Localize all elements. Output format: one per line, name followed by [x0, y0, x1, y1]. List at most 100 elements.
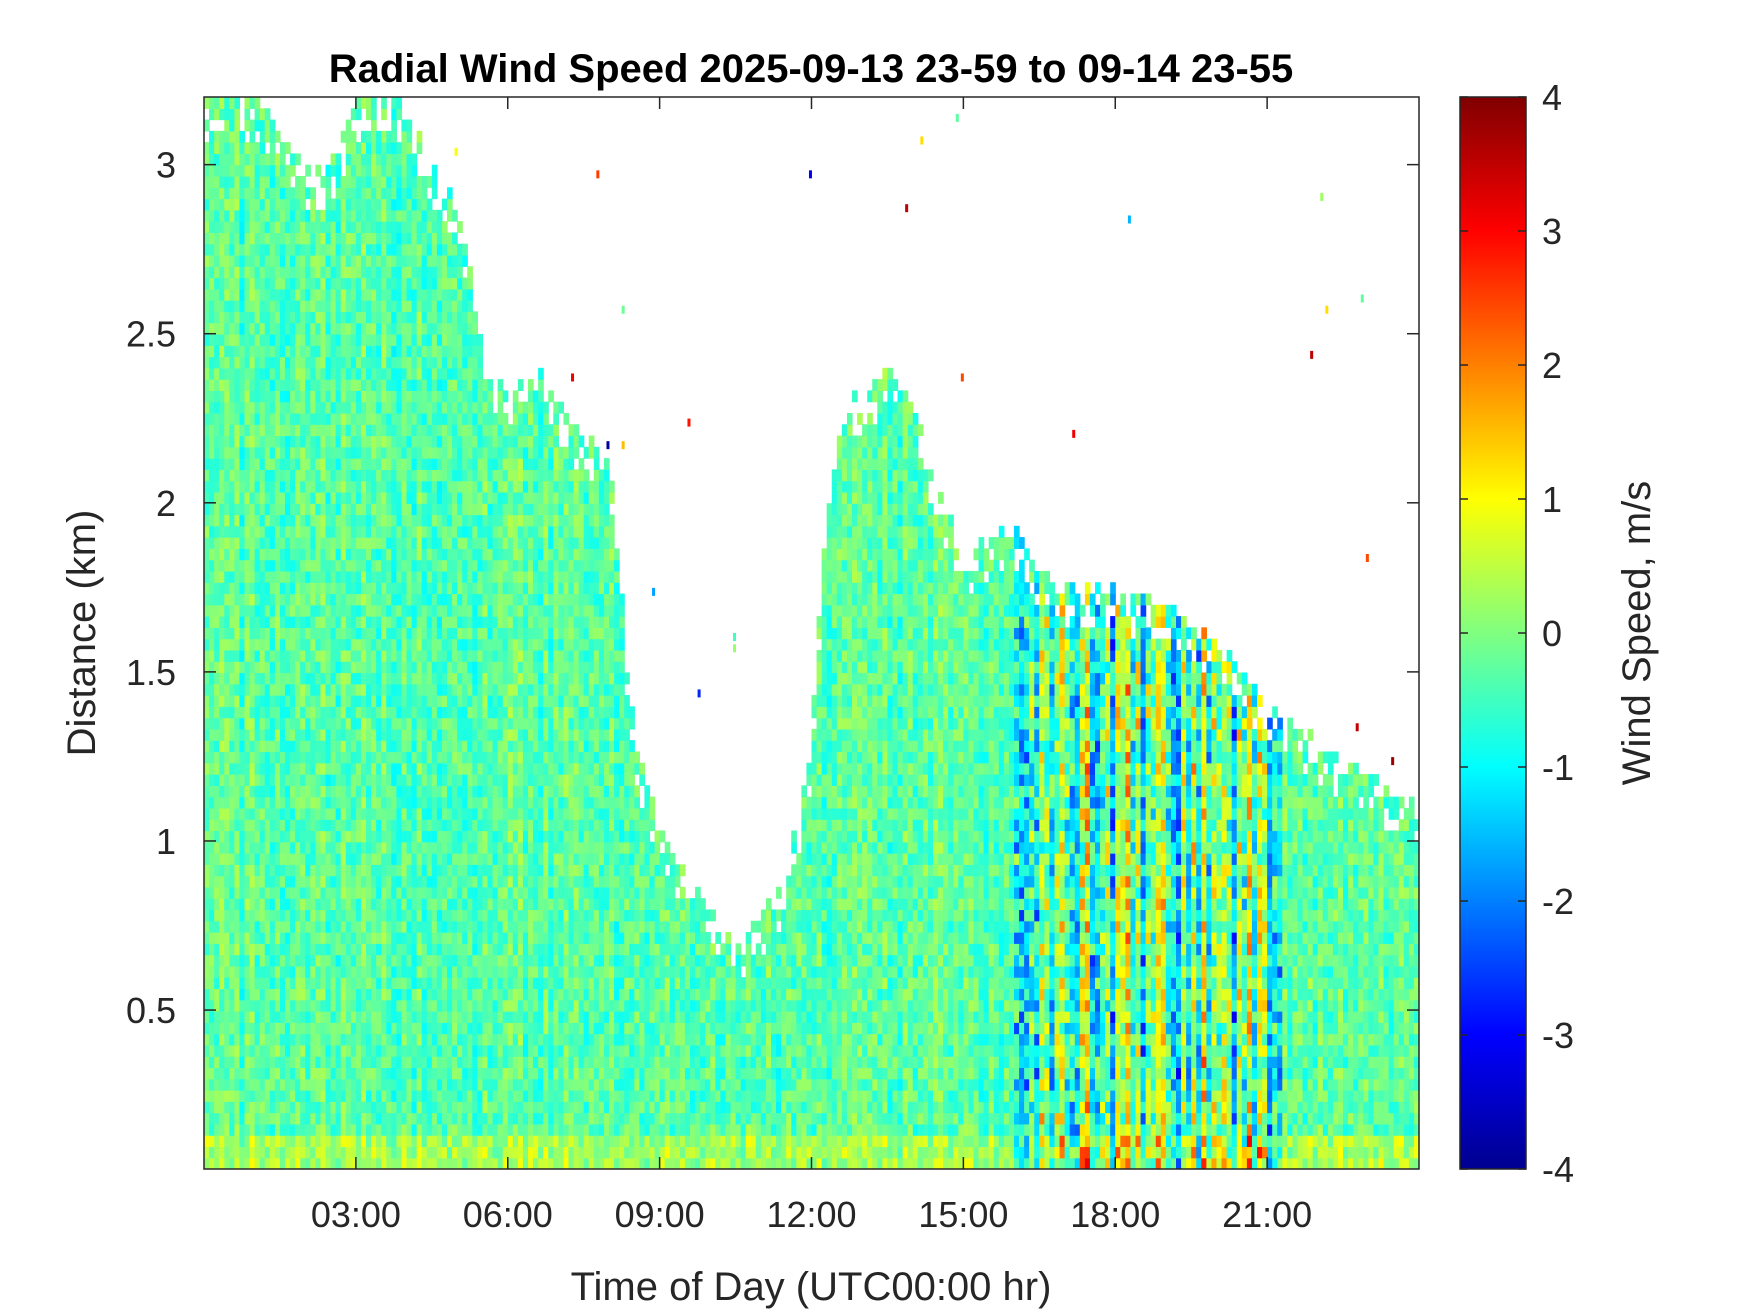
heatmap-cell: [340, 503, 347, 516]
heatmap-cell: [436, 1078, 443, 1091]
heatmap-cell: [204, 514, 210, 527]
heatmap-cell: [452, 616, 458, 628]
heatmap-cell: [426, 774, 433, 786]
heatmap-cell: [305, 672, 311, 685]
heatmap-cell: [396, 1056, 403, 1069]
heatmap-cell: [426, 638, 433, 651]
heatmap-cell: [371, 661, 377, 674]
heatmap-cell: [366, 593, 372, 606]
heatmap-cell: [330, 209, 337, 222]
heatmap-cell: [406, 740, 413, 753]
heatmap-cell: [244, 740, 251, 753]
heatmap-cell: [209, 108, 215, 121]
heatmap-cell: [426, 412, 433, 425]
heatmap-cell: [335, 751, 342, 764]
heatmap-cell: [457, 570, 463, 583]
heatmap-cell: [335, 1033, 342, 1046]
heatmap-cell: [386, 627, 392, 640]
heatmap-cell: [315, 356, 322, 369]
heatmap-cell: [320, 1101, 327, 1114]
heatmap-cell: [290, 548, 296, 561]
heatmap-cell: [315, 559, 322, 572]
heatmap-cell: [310, 875, 316, 888]
heatmap-cell: [229, 300, 235, 312]
heatmap-cell: [447, 649, 453, 662]
heatmap-cell: [441, 627, 448, 640]
heatmap-cell: [315, 300, 322, 312]
heatmap-cell: [305, 717, 311, 730]
heatmap-cell: [290, 717, 296, 730]
heatmap-cell: [431, 1078, 438, 1091]
heatmap-cell: [441, 943, 448, 956]
heatmap-cell: [355, 153, 362, 166]
heatmap-cell: [310, 548, 316, 561]
heatmap-cell: [259, 627, 266, 640]
heatmap-cell: [214, 311, 220, 324]
heatmap-cell: [214, 999, 220, 1012]
heatmap-cell: [285, 920, 291, 933]
heatmap-cell: [209, 1157, 215, 1169]
heatmap-cell: [406, 638, 413, 651]
heatmap-cell: [340, 649, 347, 662]
heatmap-cell: [330, 977, 337, 990]
heatmap-cell: [325, 311, 332, 324]
heatmap-cell: [482, 1135, 489, 1148]
heatmap-cell: [300, 435, 306, 448]
heatmap-cell: [462, 864, 468, 877]
heatmap-cell: [396, 345, 403, 358]
heatmap-cell: [472, 367, 478, 380]
heatmap-cell: [381, 435, 387, 448]
heatmap-cell: [467, 774, 473, 786]
heatmap-cell: [269, 932, 276, 944]
heatmap-cell: [447, 356, 453, 369]
heatmap-cell: [325, 1011, 332, 1023]
heatmap-cell: [295, 322, 301, 335]
heatmap-cell: [209, 954, 215, 967]
heatmap-cell: [330, 807, 337, 820]
heatmap-cell: [209, 435, 215, 448]
heatmap-cell: [219, 1078, 225, 1091]
heatmap-cell: [376, 706, 382, 719]
heatmap-cell: [366, 886, 372, 899]
heatmap-cell: [482, 999, 489, 1012]
heatmap-cell: [360, 266, 367, 279]
heatmap-cell: [204, 480, 210, 493]
heatmap-cell: [426, 1011, 433, 1023]
heatmap-cell: [472, 412, 478, 425]
heatmap-cell: [345, 491, 352, 504]
heatmap-cell: [209, 740, 215, 753]
heatmap-cell: [254, 503, 261, 516]
heatmap-cell: [229, 311, 235, 324]
heatmap-cell: [224, 142, 230, 155]
heatmap-cell: [396, 491, 403, 504]
heatmap-cell: [295, 559, 301, 572]
heatmap-cell: [366, 390, 372, 403]
heatmap-cell: [269, 570, 276, 583]
heatmap-cell: [239, 491, 246, 504]
heatmap-cell: [441, 254, 448, 267]
heatmap-cell: [234, 1135, 241, 1148]
heatmap-cell: [320, 695, 327, 707]
heatmap-cell: [371, 751, 377, 764]
heatmap-cell: [244, 1135, 251, 1148]
heatmap-cell: [219, 446, 225, 459]
heatmap-cell: [355, 1011, 362, 1023]
heatmap-cell: [482, 796, 489, 809]
heatmap-cell: [285, 728, 291, 741]
heatmap-cell: [457, 920, 463, 933]
heatmap-cell: [467, 785, 473, 798]
heatmap-cell: [264, 706, 271, 719]
heatmap-cell: [325, 717, 332, 730]
heatmap-cell: [259, 762, 266, 775]
heatmap-cell: [391, 164, 397, 177]
heatmap-cell: [204, 965, 210, 978]
heatmap-cell: [295, 175, 301, 188]
heatmap-cell: [305, 582, 311, 595]
heatmap-cell: [214, 785, 220, 798]
heatmap-cell: [219, 243, 225, 256]
heatmap-cell: [249, 175, 256, 188]
heatmap-cell: [396, 1101, 403, 1114]
heatmap-cell: [274, 898, 281, 911]
heatmap-cell: [371, 638, 377, 651]
heatmap-cell: [320, 548, 327, 561]
